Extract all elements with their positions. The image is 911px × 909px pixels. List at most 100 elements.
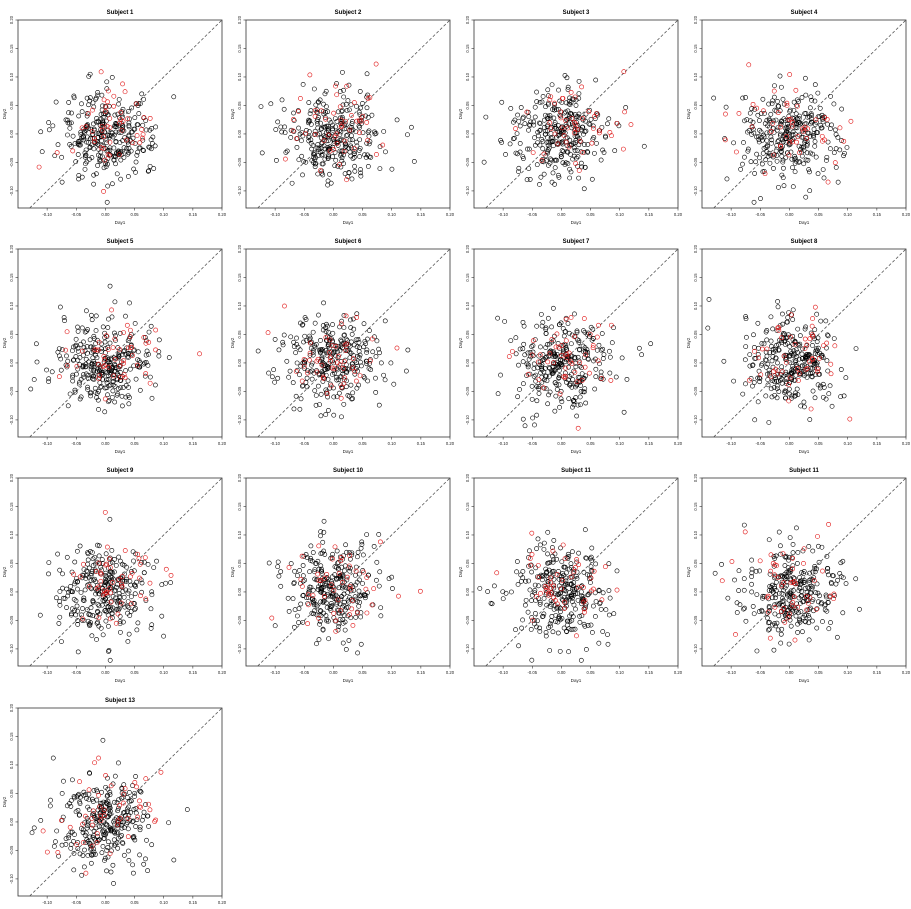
data-point — [90, 808, 96, 814]
data-point — [530, 353, 536, 359]
data-point — [143, 776, 149, 782]
data-point — [804, 342, 810, 348]
data-point — [597, 600, 603, 605]
data-point — [122, 786, 128, 791]
data-point — [783, 139, 789, 145]
data-point — [69, 606, 75, 612]
data-point — [520, 617, 525, 623]
data-point — [96, 339, 102, 345]
data-point — [100, 737, 106, 743]
x-tick-label: 0.20 — [218, 670, 227, 675]
data-point — [38, 818, 44, 823]
data-point — [338, 151, 344, 157]
data-point — [583, 118, 588, 124]
data-point — [543, 128, 549, 134]
data-point — [364, 532, 370, 537]
data-point — [563, 338, 569, 344]
data-point — [786, 386, 792, 392]
data-point — [108, 869, 114, 875]
data-point — [550, 553, 555, 559]
data-point — [144, 837, 149, 843]
data-point — [343, 101, 349, 107]
data-point — [355, 354, 361, 359]
data-point — [136, 804, 142, 810]
data-point — [550, 143, 556, 149]
data-point — [46, 560, 52, 565]
data-point — [814, 625, 820, 631]
data-point — [338, 321, 344, 327]
data-point — [566, 364, 571, 370]
data-point — [302, 131, 308, 136]
data-point — [563, 160, 569, 166]
data-point — [797, 618, 802, 623]
data-point — [568, 611, 574, 617]
data-point — [373, 61, 379, 67]
data-point — [104, 544, 110, 550]
data-point — [86, 797, 92, 803]
data-point — [104, 148, 110, 154]
data-point — [801, 569, 807, 574]
data-point — [857, 606, 862, 612]
x-tick-label: 0.05 — [358, 670, 367, 675]
data-point — [116, 760, 121, 766]
data-point — [591, 150, 597, 156]
scatter-panel-6: Subject 6-0.10 -0.05 0.00 0.05 0.10 0.15 0.20-… — [230, 239, 455, 454]
data-point — [70, 378, 76, 384]
data-point — [548, 126, 554, 132]
data-point — [750, 604, 756, 609]
data-point — [527, 371, 533, 377]
data-point — [104, 385, 110, 391]
data-point — [348, 102, 354, 108]
data-point — [319, 348, 325, 354]
data-point — [533, 372, 539, 378]
data-point — [126, 631, 132, 637]
data-point — [549, 179, 555, 185]
data-point — [130, 353, 135, 359]
data-point — [526, 166, 532, 171]
data-point — [67, 391, 73, 397]
data-point — [288, 561, 294, 566]
data-point — [376, 402, 382, 408]
data-point — [337, 362, 343, 368]
data-point — [328, 358, 333, 364]
data-point — [358, 173, 364, 179]
data-point — [565, 377, 571, 383]
data-point — [795, 326, 801, 332]
data-point — [145, 562, 151, 567]
data-point — [767, 626, 772, 632]
data-point — [753, 568, 759, 574]
data-point — [791, 351, 797, 356]
data-point — [536, 575, 542, 581]
data-point — [372, 131, 378, 137]
data-point — [357, 112, 363, 117]
data-point — [125, 378, 131, 384]
data-point — [529, 657, 535, 663]
data-point — [103, 589, 109, 595]
data-point — [351, 587, 357, 593]
data-point — [571, 130, 577, 136]
data-point — [784, 583, 790, 588]
data-point — [575, 584, 581, 590]
data-point — [529, 551, 535, 557]
data-point — [114, 607, 119, 613]
data-point — [774, 395, 780, 401]
data-point — [328, 607, 334, 613]
data-point — [598, 157, 604, 163]
data-point — [66, 110, 71, 116]
data-point — [572, 564, 578, 570]
y-tick-label: -0.10 — [9, 414, 14, 424]
data-point — [291, 339, 297, 345]
data-point — [818, 122, 824, 128]
data-point — [792, 637, 798, 643]
data-point — [326, 152, 331, 158]
data-point — [105, 88, 111, 94]
data-point — [576, 550, 582, 556]
data-point — [113, 333, 118, 339]
data-point — [483, 114, 489, 120]
data-point — [764, 610, 770, 616]
data-point — [328, 120, 334, 125]
data-point — [768, 552, 774, 558]
data-point — [582, 606, 587, 612]
data-point — [600, 629, 606, 634]
data-point — [156, 353, 162, 359]
